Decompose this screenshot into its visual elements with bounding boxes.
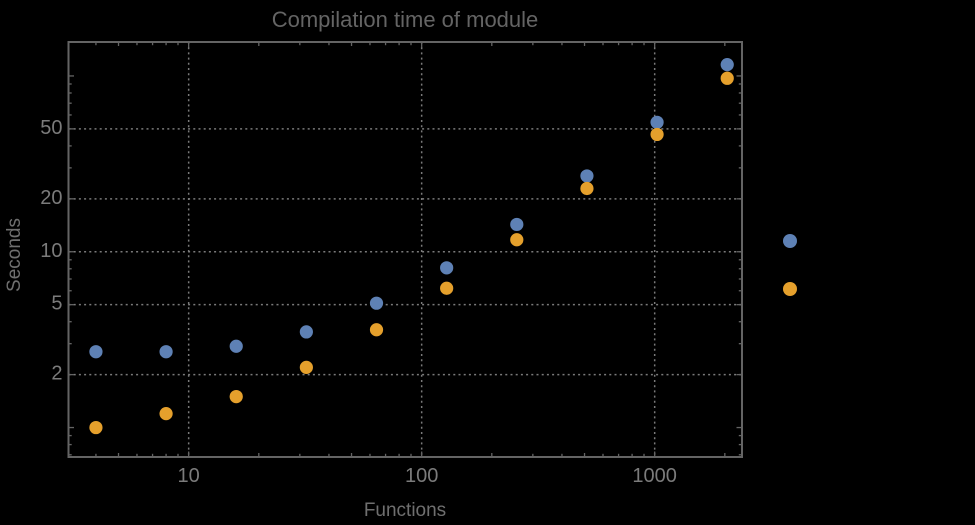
data-point-orange xyxy=(510,233,524,247)
tick-labels: 10 100 1000 2 5 10 20 50 xyxy=(40,117,677,487)
plot-frame xyxy=(67,41,743,458)
x-tick-label: 100 xyxy=(405,465,438,487)
series-orange xyxy=(89,71,734,435)
x-tick-label: 10 xyxy=(178,465,200,487)
data-point-blue xyxy=(369,296,384,310)
data-point-orange xyxy=(159,407,173,421)
data-point-orange xyxy=(89,420,103,435)
y-tick-label: 2 xyxy=(51,363,62,385)
legend-marker-blue xyxy=(783,234,797,248)
data-point-blue xyxy=(720,58,734,72)
data-point-blue xyxy=(229,339,243,353)
data-point-blue xyxy=(510,217,524,232)
y-axis-label: Seconds xyxy=(4,218,25,292)
data-point-blue xyxy=(159,345,173,359)
axis-ticks xyxy=(68,42,742,457)
y-tick-label: 5 xyxy=(51,293,62,315)
data-point-orange xyxy=(650,127,664,142)
data-point-orange xyxy=(440,281,454,295)
series-blue xyxy=(89,58,734,359)
chart-title: Compilation time of module xyxy=(271,7,539,32)
gridlines xyxy=(68,42,742,457)
data-point-blue xyxy=(440,261,454,275)
y-tick-label: 10 xyxy=(40,240,62,262)
data-point-blue xyxy=(650,115,664,129)
x-axis-label: Functions xyxy=(363,500,447,521)
legend-marker-orange xyxy=(783,282,797,296)
data-point-orange xyxy=(720,71,734,85)
data-point-orange xyxy=(369,323,384,337)
legend xyxy=(783,234,797,296)
y-tick-label: 50 xyxy=(40,117,62,139)
data-point-orange xyxy=(299,360,313,374)
y-tick-label: 20 xyxy=(40,187,62,209)
data-point-blue xyxy=(580,169,594,183)
data-point-orange xyxy=(580,181,594,196)
data-point-blue xyxy=(299,325,313,339)
data-point-orange xyxy=(229,389,243,404)
x-tick-label: 1000 xyxy=(632,465,677,487)
data-point-blue xyxy=(89,345,103,359)
